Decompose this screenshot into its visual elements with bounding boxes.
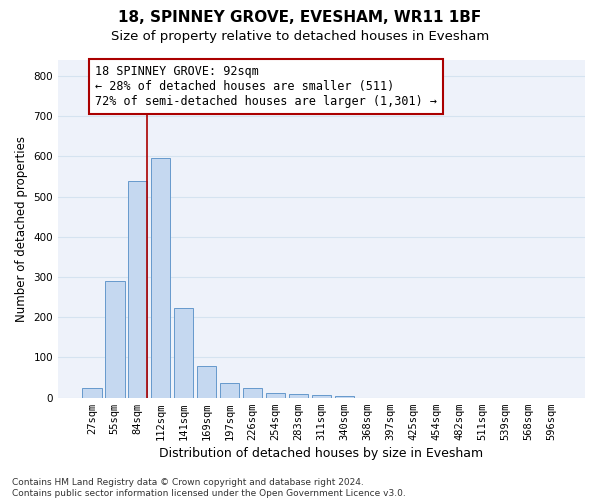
Bar xyxy=(82,388,101,398)
Y-axis label: Number of detached properties: Number of detached properties xyxy=(15,136,28,322)
Bar xyxy=(312,396,331,398)
Text: Size of property relative to detached houses in Evesham: Size of property relative to detached ho… xyxy=(111,30,489,43)
Bar xyxy=(335,396,354,398)
Bar xyxy=(174,308,193,398)
Bar xyxy=(105,281,125,398)
Text: 18 SPINNEY GROVE: 92sqm
← 28% of detached houses are smaller (511)
72% of semi-d: 18 SPINNEY GROVE: 92sqm ← 28% of detache… xyxy=(95,65,437,108)
Bar xyxy=(151,158,170,398)
Bar xyxy=(243,388,262,398)
Bar xyxy=(289,394,308,398)
Bar xyxy=(197,366,217,398)
X-axis label: Distribution of detached houses by size in Evesham: Distribution of detached houses by size … xyxy=(160,447,484,460)
Text: Contains HM Land Registry data © Crown copyright and database right 2024.
Contai: Contains HM Land Registry data © Crown c… xyxy=(12,478,406,498)
Bar xyxy=(128,180,148,398)
Text: 18, SPINNEY GROVE, EVESHAM, WR11 1BF: 18, SPINNEY GROVE, EVESHAM, WR11 1BF xyxy=(118,10,482,25)
Bar xyxy=(220,383,239,398)
Bar xyxy=(266,393,286,398)
